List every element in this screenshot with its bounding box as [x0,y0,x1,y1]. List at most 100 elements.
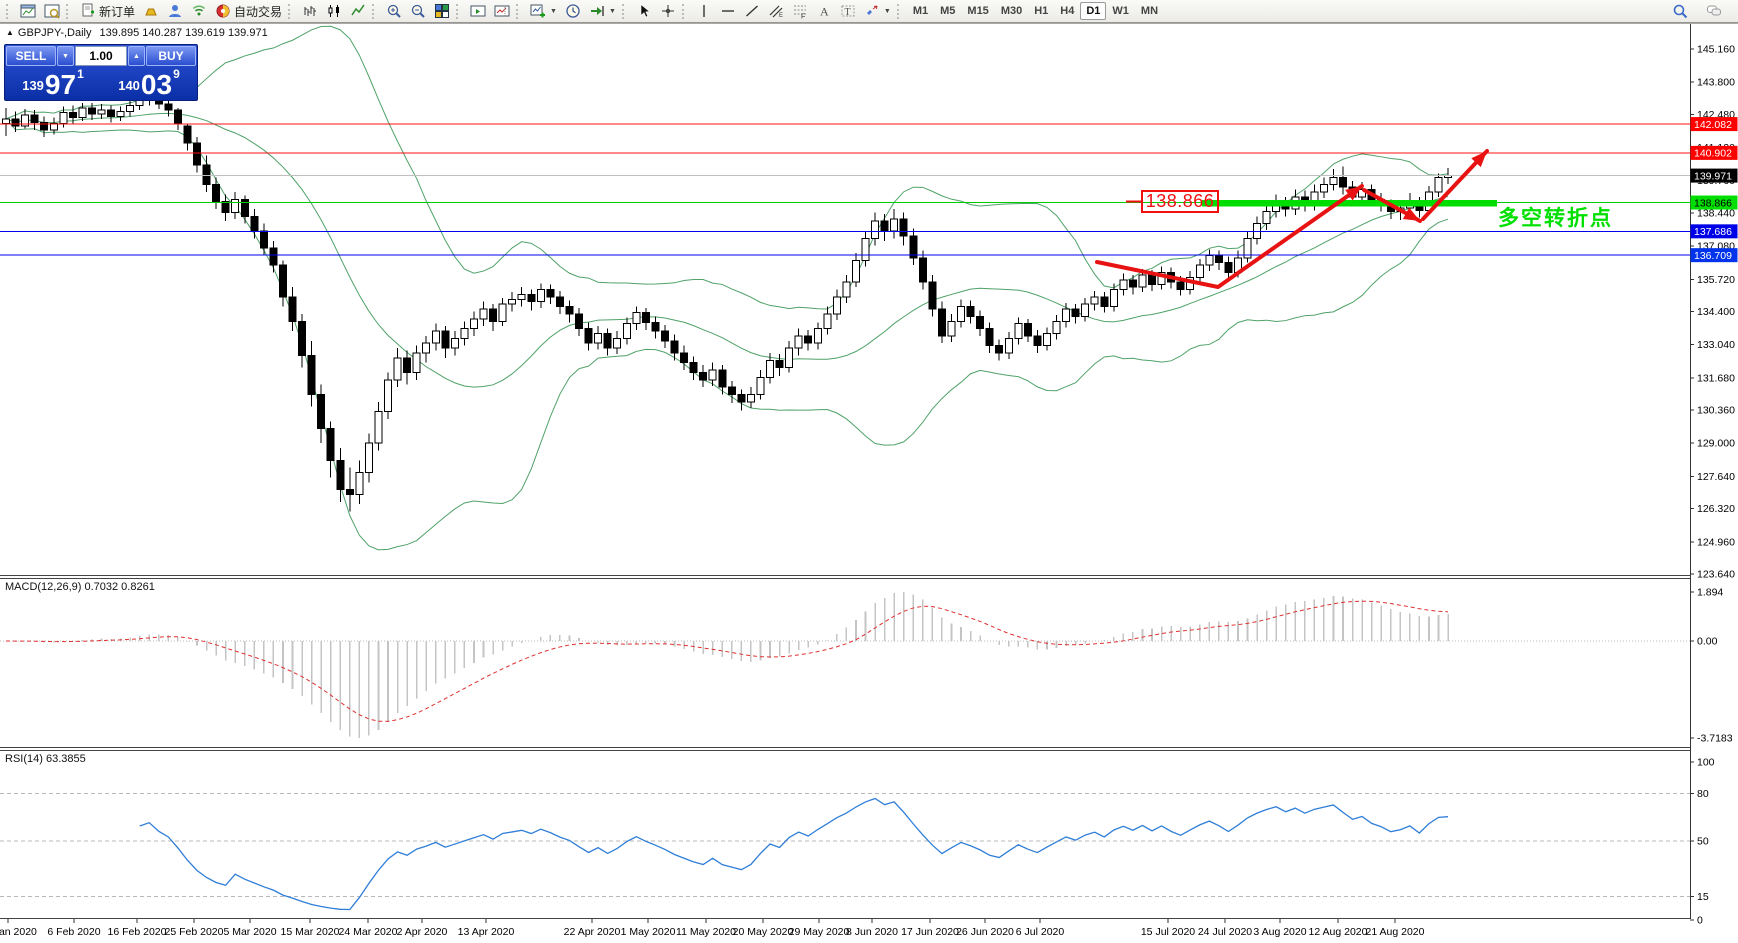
candle-body [651,321,660,332]
candle-body [708,369,717,381]
price-badge [1690,117,1738,132]
chart-window-icon [20,3,36,19]
buy-price-prefix: 140 [118,78,140,93]
price-badge [1690,248,1738,263]
macd-signal-line [5,600,1449,722]
chart-shift-button[interactable]: ▼ [585,0,620,22]
period-clock-button[interactable] [561,0,585,22]
indicator-window-icon [494,3,510,19]
candle-body [1004,337,1013,354]
candle-body [527,293,536,303]
trendline-tool-button[interactable] [740,0,764,22]
data-window-button[interactable] [490,0,514,22]
candle-body [250,215,259,232]
timeframe-m5-button[interactable]: M5 [940,5,956,17]
indicator-list-button[interactable] [466,0,490,22]
candle-body [622,323,631,339]
candle-body [746,393,755,403]
candle-body [40,121,49,131]
vline-tool-button[interactable] [692,0,716,22]
autotrading-button[interactable]: 自动交易 [211,0,286,22]
buy-button[interactable]: BUY [146,46,196,66]
horizontal-line-icon [720,3,736,19]
volume-input[interactable] [76,47,126,65]
timeframe-h4-button[interactable]: H4 [1060,5,1075,17]
rsi-value: 63.3855 [45,753,86,765]
community-chat-button[interactable] [1702,0,1726,22]
volume-increase-button[interactable]: ▲ [128,46,145,66]
sell-price-pip: 1 [77,67,84,81]
fibonacci-tool-button[interactable]: F [788,0,812,22]
collapse-arrow-icon[interactable]: ▲ [6,28,14,37]
cursor-tool-button[interactable] [632,0,656,22]
channel-tool-button[interactable]: E [764,0,788,22]
trend-arrow[interactable] [1095,184,1364,289]
symbol-title: GBPJPY-,Daily [17,27,92,39]
date-label: 20 May 2020 [733,926,794,938]
profile-icon [44,3,60,19]
candle-body [11,118,20,127]
support-bar[interactable] [1202,200,1497,207]
market-watch-button[interactable] [139,0,163,22]
candle-body [928,281,937,310]
candle-chart-mode-button[interactable] [322,0,346,22]
timeframe-mn-button[interactable]: MN [1140,5,1159,17]
toolbar-group [16,0,64,22]
candle-body [689,362,698,373]
candle-body [393,357,402,381]
price-scale[interactable]: 145.160143.800142.480141.120139.760138.4… [1690,24,1738,927]
bar-chart-mode-button[interactable] [298,0,322,22]
accounts-button[interactable] [163,0,187,22]
hline-tool-button[interactable] [716,0,740,22]
support-price-label[interactable]: 138.866 [1141,190,1219,213]
new-order-button[interactable]: 新订单 [76,0,139,22]
turning-point-note[interactable]: 多空转折点 [1498,207,1613,230]
timeframe-m1-button[interactable]: M1 [912,5,929,17]
ohlc-values: 139.895 140.287 139.619 139.971 [99,27,268,39]
dropdown-arrow-icon[interactable]: ▼ [883,7,891,15]
rsi-indicator-label: RSI(14) 63.3855 [5,753,86,765]
timeframe-m30-button[interactable]: M30 [1000,5,1023,17]
candle-body [899,218,908,237]
candle-body [59,112,68,125]
zoom-out-button[interactable] [406,0,430,22]
candle-body [269,247,278,266]
candle-body [1033,335,1042,347]
arrows-tool-button[interactable]: ▼ [860,0,895,22]
tile-windows-button[interactable] [430,0,454,22]
candle-body [97,109,106,115]
candle-body [842,281,851,298]
text-tool-button[interactable]: A [812,0,836,22]
candle-body [603,332,612,349]
clock-icon [565,3,581,19]
chart-profiles-button[interactable] [40,0,64,22]
sell-price[interactable]: 139 97 1 [6,67,100,99]
line-chart-mode-button[interactable] [346,0,370,22]
timeframe-d1-button[interactable]: D1 [1080,2,1107,20]
date-label: 12 Aug 2020 [1309,926,1368,938]
price-levels [0,123,1690,256]
rsi-name: RSI(14) [5,753,43,765]
volume-field [75,46,127,66]
chart-plot-area[interactable] [0,24,1690,576]
timeframe-m15-button[interactable]: M15 [967,5,989,17]
buy-price[interactable]: 140 03 9 [102,67,196,99]
timeframe-w1-button[interactable]: W1 [1112,5,1129,17]
signals-button[interactable] [187,0,211,22]
dropdown-arrow-icon[interactable]: ▼ [550,7,557,15]
date-label: 15 Mar 2020 [281,926,340,938]
dropdown-arrow-icon[interactable]: ▼ [608,7,616,15]
search-button[interactable] [1668,0,1692,22]
label-tool-button[interactable]: T [836,0,860,22]
zoom-in-button[interactable] [382,0,406,22]
crosshair-tool-button[interactable] [656,0,680,22]
insert-indicator-button[interactable]: ▼ [526,0,561,22]
timeframe-h1-button[interactable]: H1 [1034,5,1049,17]
toolbar-group [466,0,514,22]
sell-button[interactable]: SELL [6,46,56,66]
volume-decrease-button[interactable]: ▼ [57,46,74,66]
candle-body [861,237,870,261]
new-chart-button[interactable] [16,0,40,22]
svg-text:F: F [801,14,805,20]
